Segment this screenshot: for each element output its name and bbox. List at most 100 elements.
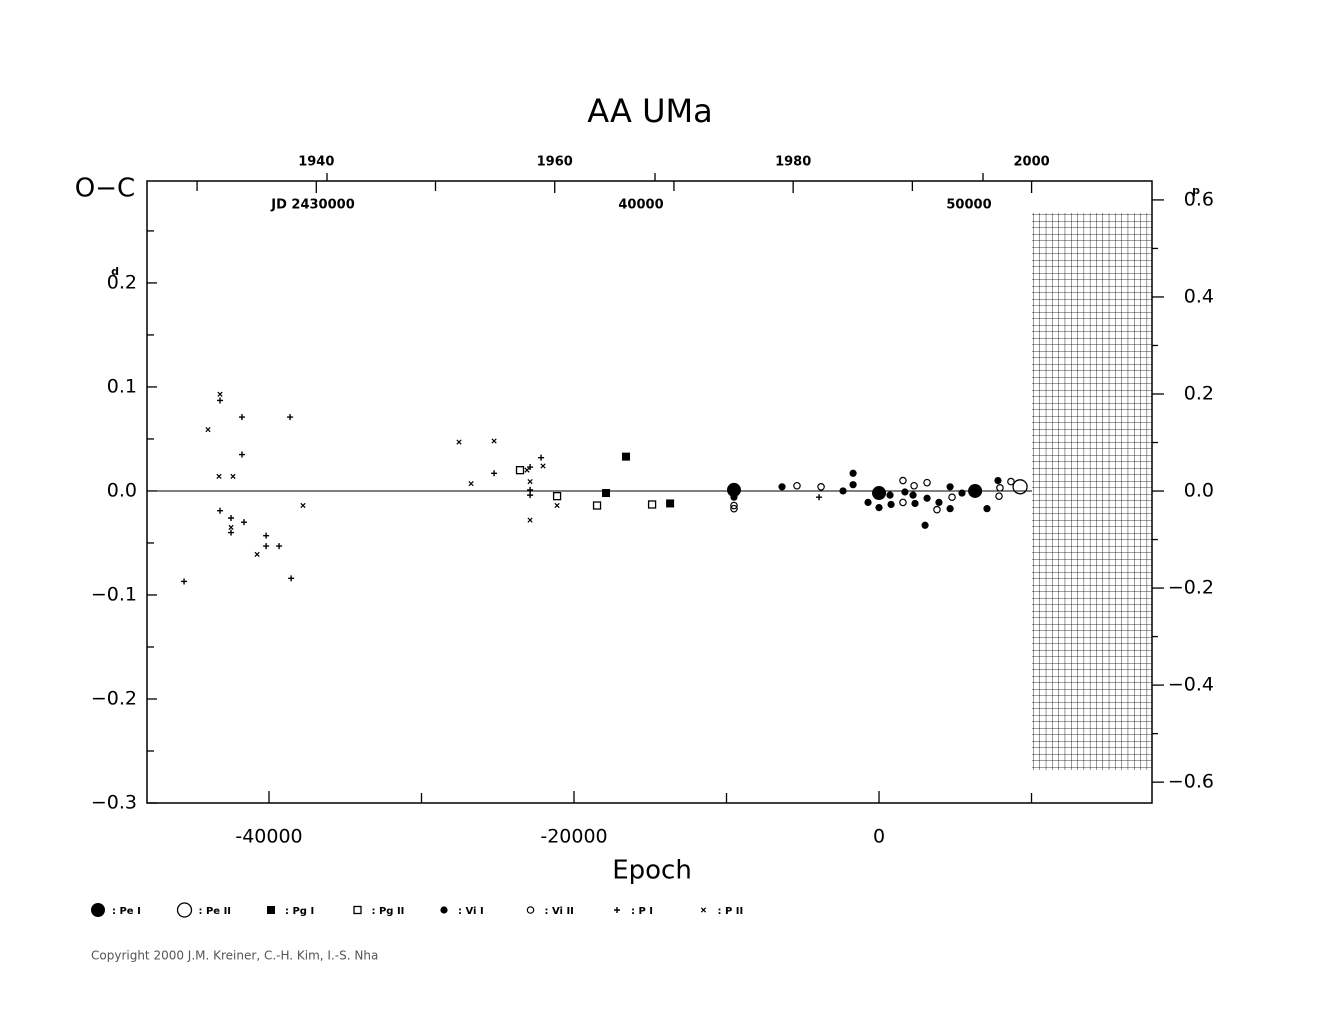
point xyxy=(901,488,909,496)
point xyxy=(923,494,931,502)
point xyxy=(91,903,105,917)
point xyxy=(921,521,929,529)
point xyxy=(946,505,954,513)
legend-label: : Pe II xyxy=(199,906,232,917)
x-tick-label: 0 xyxy=(873,826,885,848)
y-tick-label: −0.2 xyxy=(91,687,137,709)
x-tick-label: -20000 xyxy=(540,826,607,848)
point xyxy=(353,905,362,915)
year-tick-label: 1940 xyxy=(298,155,334,170)
year-tick-label: 2000 xyxy=(1013,155,1049,170)
point xyxy=(899,498,907,507)
point xyxy=(228,524,234,530)
point xyxy=(602,489,611,498)
plot-frame xyxy=(146,180,1153,804)
y-tick-label: −0.1 xyxy=(91,583,137,605)
point xyxy=(263,543,270,550)
jd-tick-label: 50000 xyxy=(946,198,991,213)
copyright: Copyright 2000 J.M. Kreiner, C.-H. Kim, … xyxy=(91,949,378,963)
point xyxy=(983,505,991,513)
y-tick-label: −0.3 xyxy=(91,792,137,814)
y-unit: d xyxy=(111,265,119,278)
point xyxy=(622,452,631,461)
y2-tick-label: 0.6 xyxy=(1184,188,1214,210)
point xyxy=(793,481,801,490)
point xyxy=(614,907,620,913)
point xyxy=(730,493,738,501)
point xyxy=(935,498,943,507)
point xyxy=(1012,479,1028,495)
point xyxy=(839,487,847,495)
point xyxy=(491,438,497,444)
y2-tick-label: −0.2 xyxy=(1168,577,1214,599)
point xyxy=(239,414,246,421)
legend-label: : Vi II xyxy=(545,906,574,917)
point xyxy=(958,489,966,497)
point xyxy=(540,463,546,469)
point xyxy=(527,517,533,523)
point xyxy=(946,483,954,491)
point xyxy=(527,478,533,485)
point xyxy=(527,492,534,499)
y2-unit: p xyxy=(1192,184,1200,197)
point xyxy=(968,483,983,498)
point xyxy=(872,486,887,501)
point xyxy=(217,391,223,397)
point xyxy=(995,492,1003,500)
point xyxy=(276,543,283,550)
point xyxy=(647,500,657,509)
year-tick-label: 1960 xyxy=(537,155,573,170)
point xyxy=(700,907,707,913)
legend-label: : Pg II xyxy=(372,906,405,917)
point xyxy=(524,467,530,473)
point xyxy=(267,906,275,914)
y2-tick-label: 0.4 xyxy=(1184,285,1214,307)
point xyxy=(778,483,786,491)
point xyxy=(254,551,260,558)
legend-label: : Pg I xyxy=(285,906,314,917)
point xyxy=(538,454,545,461)
y-axis-label: O−C xyxy=(75,174,135,204)
point xyxy=(176,902,193,918)
point xyxy=(515,466,525,475)
point xyxy=(887,500,895,509)
point xyxy=(239,451,246,458)
point xyxy=(300,502,306,509)
point xyxy=(181,578,188,585)
point xyxy=(287,414,294,421)
point xyxy=(817,482,825,491)
x-axis-label: Epoch xyxy=(612,856,692,886)
x-tick-label: -40000 xyxy=(235,826,302,848)
point xyxy=(240,519,247,526)
year-tick-label: 1980 xyxy=(775,155,811,170)
point xyxy=(440,906,448,914)
y-tick-label: 0.2 xyxy=(107,271,137,293)
legend-label: : Pe I xyxy=(112,906,141,917)
y2-tick-label: 0.2 xyxy=(1184,382,1214,404)
point xyxy=(911,499,919,508)
point xyxy=(527,464,534,471)
point xyxy=(526,906,535,914)
y-tick-label: 0.1 xyxy=(107,375,137,397)
point xyxy=(263,532,270,539)
point xyxy=(864,498,872,507)
point xyxy=(216,473,222,480)
jd-tick-label: JD 2430000 xyxy=(270,198,354,213)
point xyxy=(899,476,907,485)
legend-label: : P II xyxy=(718,906,744,917)
point xyxy=(849,481,857,489)
point xyxy=(730,504,738,513)
point xyxy=(886,491,894,499)
y2-tick-label: 0.0 xyxy=(1184,480,1214,502)
point xyxy=(994,476,1002,485)
point xyxy=(875,504,883,512)
point xyxy=(205,426,211,433)
jd-tick-label: 40000 xyxy=(618,198,663,213)
point xyxy=(468,481,474,487)
legend-label: : P I xyxy=(631,906,653,917)
point xyxy=(288,575,295,582)
point xyxy=(849,469,857,477)
point xyxy=(554,502,560,509)
point xyxy=(996,484,1004,492)
point xyxy=(217,507,224,514)
